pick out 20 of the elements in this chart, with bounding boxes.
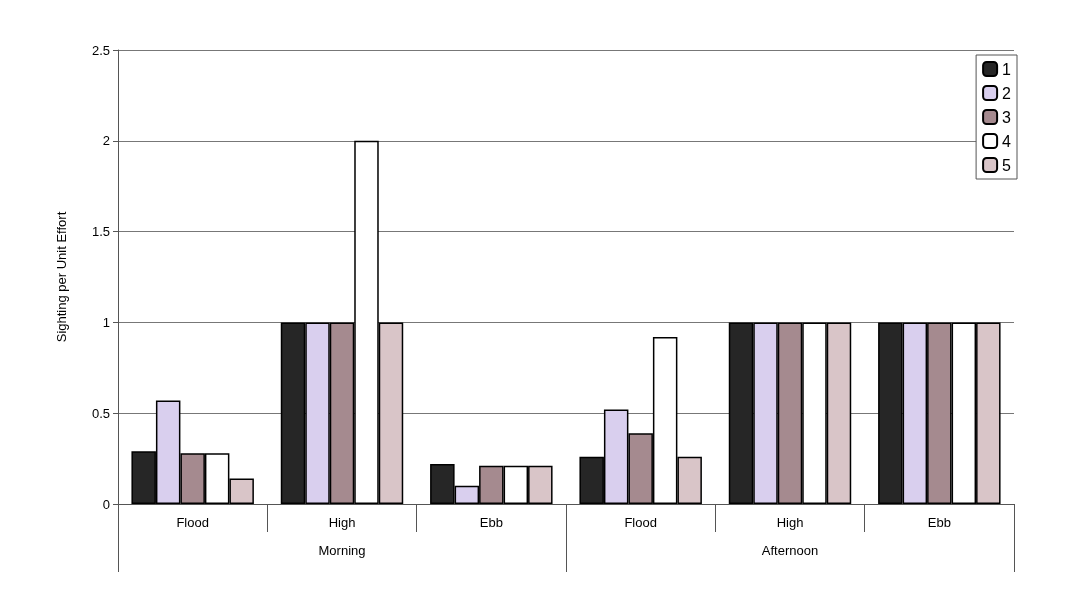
- legend-label: 3: [1002, 108, 1012, 126]
- y-tick-label: 0: [102, 496, 110, 512]
- x-tick-label: Flood: [176, 515, 209, 530]
- x-tick-label: Ebb: [479, 515, 503, 530]
- y-tick-label: 2: [102, 133, 110, 149]
- legend-label: 2: [1002, 84, 1012, 102]
- y-tick-label: 0.5: [91, 405, 110, 421]
- text: Morning: [318, 543, 366, 558]
- y-tick-label: 1.5: [91, 224, 110, 240]
- x-tick-label: High: [776, 515, 804, 530]
- x-tick-label: Flood: [624, 515, 657, 530]
- legend-label: 1: [1002, 60, 1012, 78]
- y-axis-title: Sighting per Unit Effort: [54, 211, 69, 343]
- text: Afternoon: [761, 543, 819, 558]
- x-tick-label: Ebb: [927, 515, 951, 530]
- y-tick-label: 1: [102, 314, 110, 330]
- y-tick-label: 2.5: [91, 42, 110, 58]
- x-tick-label: High: [328, 515, 356, 530]
- legend-label: 5: [1002, 156, 1012, 174]
- legend-label: 4: [1002, 132, 1012, 150]
